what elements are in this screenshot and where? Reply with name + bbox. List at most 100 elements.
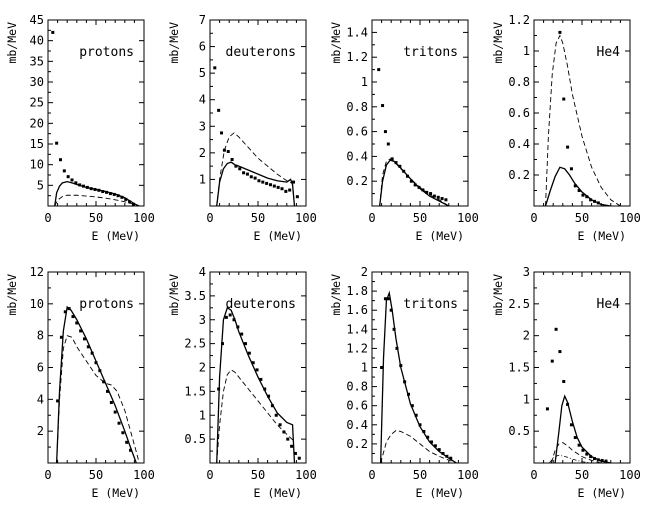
data-point	[284, 189, 288, 193]
y-axis-title: mb/MeV	[491, 274, 505, 316]
data-point	[550, 359, 554, 363]
x-tick-label: 0	[368, 468, 375, 482]
series-line-model-dashed	[54, 194, 140, 206]
x-tick-label: 100	[295, 468, 317, 482]
data-point	[79, 329, 83, 333]
y-tick-label: 0.5	[184, 432, 206, 446]
x-tick-label: 100	[295, 211, 317, 225]
y-tick-label: 0.2	[346, 174, 368, 188]
y-tick-label: 4	[37, 392, 44, 406]
y-tick-label: 0.8	[346, 100, 368, 114]
data-point	[56, 399, 60, 403]
panel-5: 0 50 100 2 4 6 8 10 12 E (MeV) mb/MeV protons	[5, 265, 155, 500]
x-tick-label: 50	[89, 211, 103, 225]
data-point	[293, 451, 297, 455]
data-point	[589, 455, 593, 459]
y-tick-label: 3	[199, 313, 206, 327]
x-tick-label: 100	[457, 468, 479, 482]
data-point	[228, 313, 232, 317]
data-point	[286, 437, 290, 441]
data-point	[436, 195, 440, 199]
y-axis-title: mb/MeV	[491, 22, 505, 64]
data-point	[240, 332, 244, 336]
data-point	[232, 318, 236, 322]
x-axis-title: E (MeV)	[254, 486, 302, 500]
y-tick-label: 25	[30, 96, 44, 110]
y-tick-label: 4	[199, 265, 206, 279]
data-point	[297, 456, 301, 460]
data-point	[429, 192, 433, 196]
x-axis-title: E (MeV)	[578, 486, 626, 500]
y-tick-label: 8	[37, 329, 44, 343]
data-point	[409, 179, 413, 183]
y-tick-label: 7	[199, 13, 206, 27]
y-tick-label: 2	[37, 424, 44, 438]
panel-2: 0 50 100 1 2 3 4 5 6 7 E (MeV) mb/MeV deuterons	[167, 13, 317, 243]
y-tick-label: 30	[30, 75, 44, 89]
data-point	[259, 377, 263, 381]
x-axis-title: E (MeV)	[416, 229, 464, 243]
data-point	[566, 145, 570, 149]
data-point	[562, 380, 566, 384]
x-tick-label: 50	[251, 211, 265, 225]
data-point	[383, 297, 387, 301]
data-point	[261, 180, 265, 184]
data-point	[377, 68, 381, 72]
series-line-model-solid	[55, 305, 137, 463]
x-tick-label: 0	[44, 211, 51, 225]
data-point	[245, 172, 249, 176]
y-tick-label: 1.4	[346, 322, 368, 336]
data-point	[585, 452, 589, 456]
data-point	[247, 351, 251, 355]
data-point	[569, 423, 573, 427]
data-point	[440, 197, 444, 201]
data-point	[426, 435, 430, 439]
data-point	[129, 448, 133, 452]
series-line-model-solid	[216, 161, 296, 206]
y-axis-title: mb/MeV	[167, 22, 181, 64]
data-point	[444, 198, 448, 202]
data-point	[113, 410, 117, 414]
data-point	[66, 175, 70, 179]
y-tick-label: 0.5	[508, 424, 530, 438]
data-point	[288, 188, 292, 192]
y-tick-label: 1.5	[508, 361, 530, 375]
y-tick-label: 0.4	[346, 418, 368, 432]
data-point	[573, 436, 577, 440]
y-tick-label: 1.2	[346, 50, 368, 64]
x-axis-title: E (MeV)	[578, 229, 626, 243]
x-tick-label: 0	[44, 468, 51, 482]
y-tick-label: 2.5	[508, 297, 530, 311]
y-tick-label: 2	[199, 146, 206, 160]
y-axis-title: mb/MeV	[5, 22, 19, 64]
data-point	[108, 192, 112, 196]
x-tick-label: 50	[413, 468, 427, 482]
panel-3: 0 50 100 0.2 0.4 0.6 0.8 1 1.2 1.4 E (MeV) mb/MeV tr…	[329, 19, 479, 243]
data-point	[124, 197, 128, 201]
data-point	[389, 308, 393, 312]
data-point	[226, 150, 230, 154]
x-tick-label: 0	[206, 468, 213, 482]
x-axis-title: E (MeV)	[254, 229, 302, 243]
y-tick-label: 4	[199, 93, 206, 107]
y-tick-label: 1.2	[508, 13, 530, 27]
x-axis-title: E (MeV)	[416, 486, 464, 500]
data-point	[569, 167, 573, 171]
data-point	[242, 171, 246, 175]
y-tick-label: 6	[199, 40, 206, 54]
data-point	[75, 321, 79, 325]
x-tick-label: 100	[619, 468, 641, 482]
panel-1: 0 50 100 5 10 15 20 25 30 35 40 45 E (MeV) mb/MeV prot…	[5, 13, 155, 243]
data-point	[224, 315, 228, 319]
panel-title: He4	[597, 297, 621, 312]
series-line-model-dashed	[56, 335, 140, 463]
data-point	[562, 97, 566, 101]
y-tick-label: 1	[361, 361, 368, 375]
data-point	[577, 189, 581, 192]
data-point	[418, 423, 422, 427]
data-point	[255, 368, 259, 372]
x-tick-label: 50	[575, 468, 589, 482]
data-point	[276, 185, 280, 189]
y-tick-label: 10	[30, 158, 44, 172]
